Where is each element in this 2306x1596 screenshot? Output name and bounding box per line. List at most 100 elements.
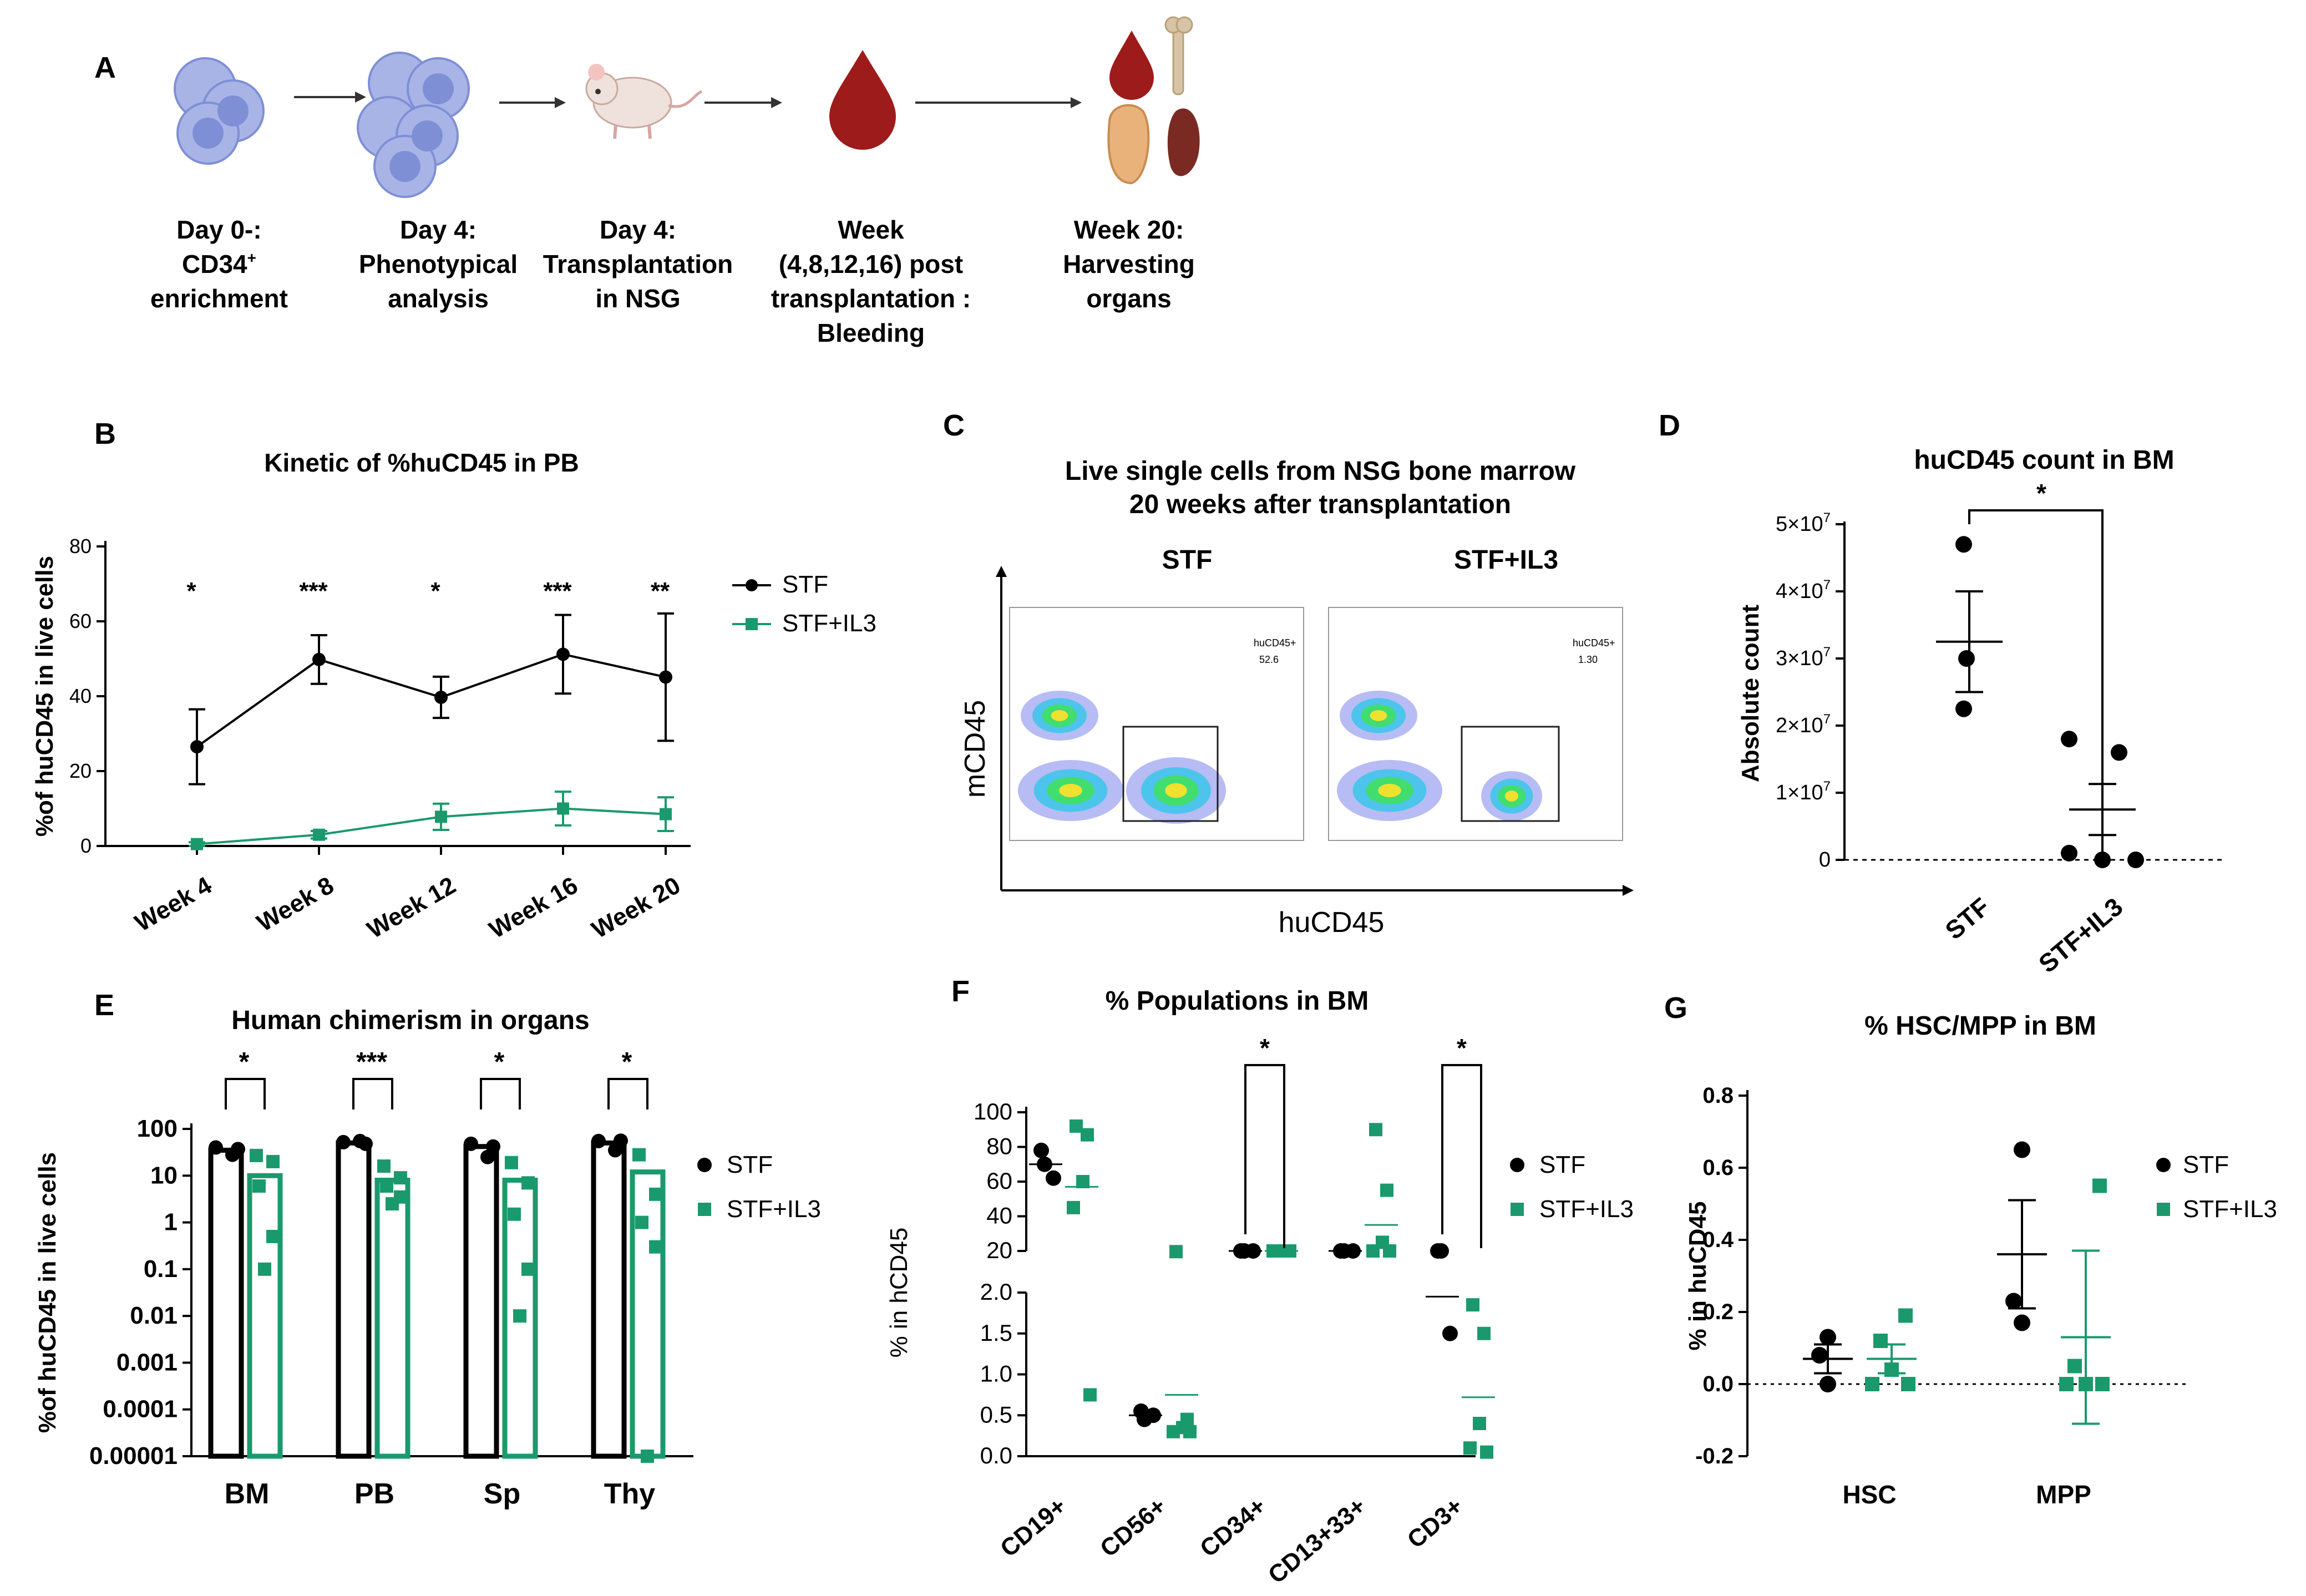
- y-tick-label: 0.4: [1702, 1228, 1734, 1252]
- data-point: [434, 691, 448, 705]
- gate-value: 1.30: [1578, 654, 1598, 665]
- chart-title: % HSC/MPP in BM: [1864, 1011, 2096, 1041]
- density-core: [1051, 710, 1068, 721]
- y-tick-label: 80: [986, 1133, 1012, 1159]
- data-point: [513, 1309, 526, 1323]
- significance-bracket: [225, 1078, 266, 1109]
- data-point: [2092, 1178, 2107, 1193]
- y-axis-arrow: [996, 566, 1007, 577]
- data-point: [252, 1179, 266, 1193]
- data-point: [1183, 1425, 1197, 1438]
- x-tick-label: Week 8: [252, 872, 338, 937]
- blood-drop-icon: [829, 50, 896, 150]
- legend-marker: [746, 618, 758, 630]
- data-point: [521, 1176, 535, 1190]
- data-point: [2127, 852, 2144, 868]
- significance-marker: *: [494, 1047, 505, 1077]
- y-tick-label: 20: [986, 1237, 1012, 1263]
- y-tick-exponent: 7: [1823, 577, 1831, 592]
- y-tick-label: 100: [974, 1098, 1012, 1124]
- y-tick-label: 5×107: [1776, 510, 1831, 536]
- y-axis-label: % in huCD45: [1684, 1202, 1711, 1351]
- y-tick-label: 2×107: [1776, 712, 1831, 737]
- y-tick-label: 0.1: [144, 1255, 178, 1283]
- legend-marker: [698, 1203, 711, 1216]
- y-tick-exponent: 7: [1823, 645, 1831, 660]
- significance-marker: *: [1260, 1033, 1270, 1062]
- data-point: [660, 808, 672, 820]
- panel-a: Day 0-: CD34+ enrichment Day 4: Phenotypical…: [150, 16, 1200, 347]
- step-label-3-0: Week: [838, 215, 904, 244]
- y-tick-label: 1×107: [1776, 779, 1831, 804]
- step-label-3-1: (4,8,12,16) post: [779, 250, 963, 278]
- panel-d-count-chart: huCD45 count in BM 0 1×107 2×107 3×107 4×107 5…: [1737, 445, 2224, 979]
- y-axis-label: %of huCD45 in live cells: [31, 556, 58, 837]
- series-line-STF: [196, 653, 666, 748]
- significance-bracket: [607, 1078, 648, 1109]
- step-label-1-0: Day 4:: [400, 215, 477, 244]
- significance-marker: *: [186, 577, 196, 605]
- x-tick-label: STF: [1939, 892, 1995, 945]
- data-point: [386, 1197, 399, 1211]
- data-point: [1081, 1128, 1094, 1142]
- x-tick-label: CD56+: [1095, 1492, 1171, 1562]
- step-label-1-1: Phenotypical: [359, 250, 518, 278]
- x-tick-label: BM: [225, 1478, 270, 1510]
- x-tick-label: Week 12: [363, 872, 460, 944]
- significance-marker: ***: [356, 1047, 387, 1077]
- panel-e-chimerism-chart: Human chimerism in organs 0.00001 0.0001 0.…: [34, 1006, 821, 1510]
- x-tick-label: Week 16: [485, 872, 582, 944]
- data-point: [2059, 1377, 2074, 1391]
- data-point: [190, 740, 204, 754]
- gate-box: [1122, 726, 1219, 822]
- data-point: [635, 1215, 648, 1229]
- data-point: [1380, 1183, 1393, 1197]
- panel-f-populations-chart: % Populations in BM 20 40 60 80 100 0.0 0.5 1.0 1…: [885, 986, 1634, 1589]
- data-point: [2095, 1377, 2110, 1391]
- step-label-4-1: Harvesting: [1063, 250, 1195, 278]
- y-tick-label: 1.5: [980, 1320, 1012, 1346]
- y-tick-exponent: 7: [1823, 779, 1831, 794]
- significance-marker: *: [2036, 479, 2046, 508]
- panel-letter-a: A: [94, 51, 116, 84]
- data-point: [1811, 1347, 1828, 1364]
- data-point: [258, 1262, 271, 1276]
- y-axis-label: Absolute count: [1737, 605, 1764, 783]
- y-tick-label: 1.0: [980, 1361, 1012, 1387]
- legend-label: STF: [2183, 1151, 2229, 1178]
- data-point: [1480, 1445, 1493, 1459]
- x-axis-label: huCD45: [1279, 906, 1385, 939]
- bar-STF+IL3: [247, 1173, 283, 1459]
- data-point: [266, 1154, 280, 1168]
- y-axis-label: %of huCD45 in live cells: [34, 1152, 61, 1433]
- y-tick-label: 80: [69, 535, 92, 558]
- data-point: [641, 1450, 654, 1463]
- data-point: [336, 1134, 351, 1149]
- x-axis-arrow: [1623, 885, 1634, 896]
- data-point: [1820, 1329, 1836, 1346]
- data-point: [1366, 1244, 1380, 1258]
- data-point: [1466, 1298, 1479, 1312]
- legend-marker: [1510, 1158, 1524, 1172]
- step-label-4-0: Week 20:: [1074, 215, 1184, 244]
- data-point: [1083, 1388, 1097, 1402]
- chart-title: Human chimerism in organs: [231, 1006, 590, 1035]
- mouse-icon: [585, 64, 703, 139]
- significance-marker: *: [239, 1047, 250, 1077]
- density-core: [1059, 783, 1082, 798]
- data-point: [1369, 1123, 1382, 1137]
- density-core: [1378, 783, 1401, 798]
- step-label-2-1: Transplantation: [543, 250, 733, 278]
- data-point: [1433, 1243, 1449, 1259]
- y-tick-label: 10: [150, 1162, 178, 1189]
- data-point: [1169, 1245, 1183, 1259]
- data-point: [380, 1179, 393, 1193]
- x-tick-label: HSC: [1842, 1480, 1896, 1509]
- data-point: [2061, 844, 2077, 862]
- data-point: [1955, 536, 1972, 553]
- data-point: [1046, 1170, 1061, 1186]
- data-point: [1820, 1376, 1836, 1392]
- bar-STF+IL3: [374, 1177, 410, 1459]
- y-tick-label: 100: [137, 1115, 178, 1142]
- density-core: [1370, 710, 1387, 721]
